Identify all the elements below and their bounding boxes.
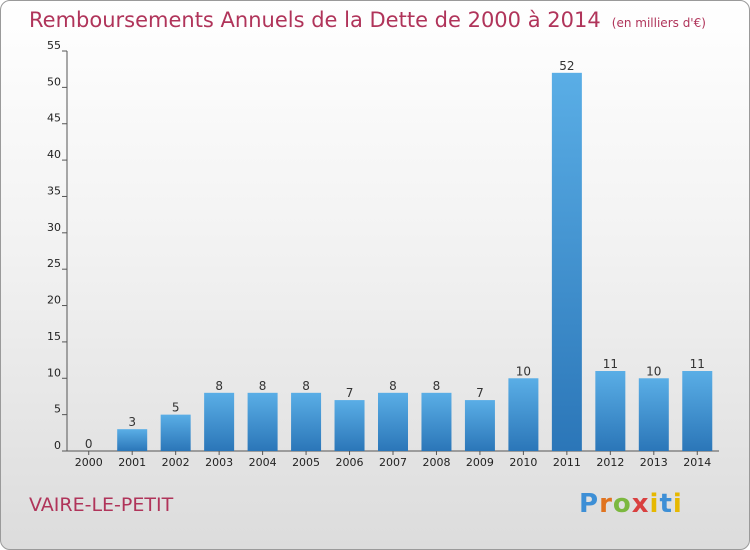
bar [682,371,713,451]
x-tick-label: 2014 [683,456,711,469]
bar [291,392,322,451]
data-label: 10 [516,364,531,378]
commune-name: VAIRE-LE-PETIT [29,494,174,516]
chart-title: Remboursements Annuels de la Dette de 20… [29,8,706,32]
y-tick-label: 40 [47,148,61,161]
x-tick-label: 2002 [162,456,190,469]
data-label: 5 [172,401,180,415]
bar [117,429,148,451]
y-tick-label: 20 [47,294,61,307]
x-tick-label: 2012 [596,456,624,469]
x-tick-label: 2011 [553,456,581,469]
bar [160,414,191,451]
data-label: 8 [215,379,223,393]
title-text: Remboursements Annuels de la Dette de 20… [29,8,601,32]
x-tick-label: 2001 [118,456,146,469]
data-label: 52 [559,59,574,73]
data-label: 3 [128,415,136,429]
data-label: 7 [346,386,354,400]
bar [595,371,626,451]
x-tick-label: 2010 [509,456,537,469]
bar [638,378,669,451]
proxiti-logo: Proxiti [579,489,683,519]
x-tick-label: 2009 [466,456,494,469]
y-tick-label: 25 [47,257,61,270]
y-tick-label: 35 [47,184,61,197]
bar [334,400,365,451]
data-label: 11 [603,357,618,371]
data-label: 0 [85,437,93,451]
x-tick-label: 2008 [422,456,450,469]
y-tick-label: 10 [47,366,61,379]
data-label: 8 [389,379,397,393]
bar [551,72,582,452]
y-tick-label: 5 [54,403,61,416]
bar [378,392,408,451]
bar [204,392,235,451]
x-tick-label: 2006 [336,456,364,469]
data-label: 8 [302,379,310,393]
data-label: 11 [690,357,705,371]
y-tick-label: 30 [47,221,61,234]
data-label: 7 [476,386,484,400]
x-tick-label: 2013 [640,456,668,469]
data-label: 8 [259,379,267,393]
data-label: 8 [433,379,441,393]
y-tick-label: 55 [47,39,61,52]
x-tick-label: 2003 [205,456,233,469]
y-tick-label: 50 [47,75,61,88]
y-tick-label: 0 [54,439,61,452]
x-tick-label: 2004 [249,456,277,469]
data-label: 10 [646,364,661,378]
bar [247,392,278,451]
bar [464,400,495,451]
bar [421,392,452,451]
y-tick-label: 15 [47,330,61,343]
y-tick-label: 45 [47,112,61,125]
unit-text: (en milliers d'€) [611,16,706,30]
bar [508,378,539,451]
x-tick-label: 2007 [379,456,407,469]
x-tick-label: 2000 [75,456,103,469]
x-tick-label: 2005 [292,456,320,469]
